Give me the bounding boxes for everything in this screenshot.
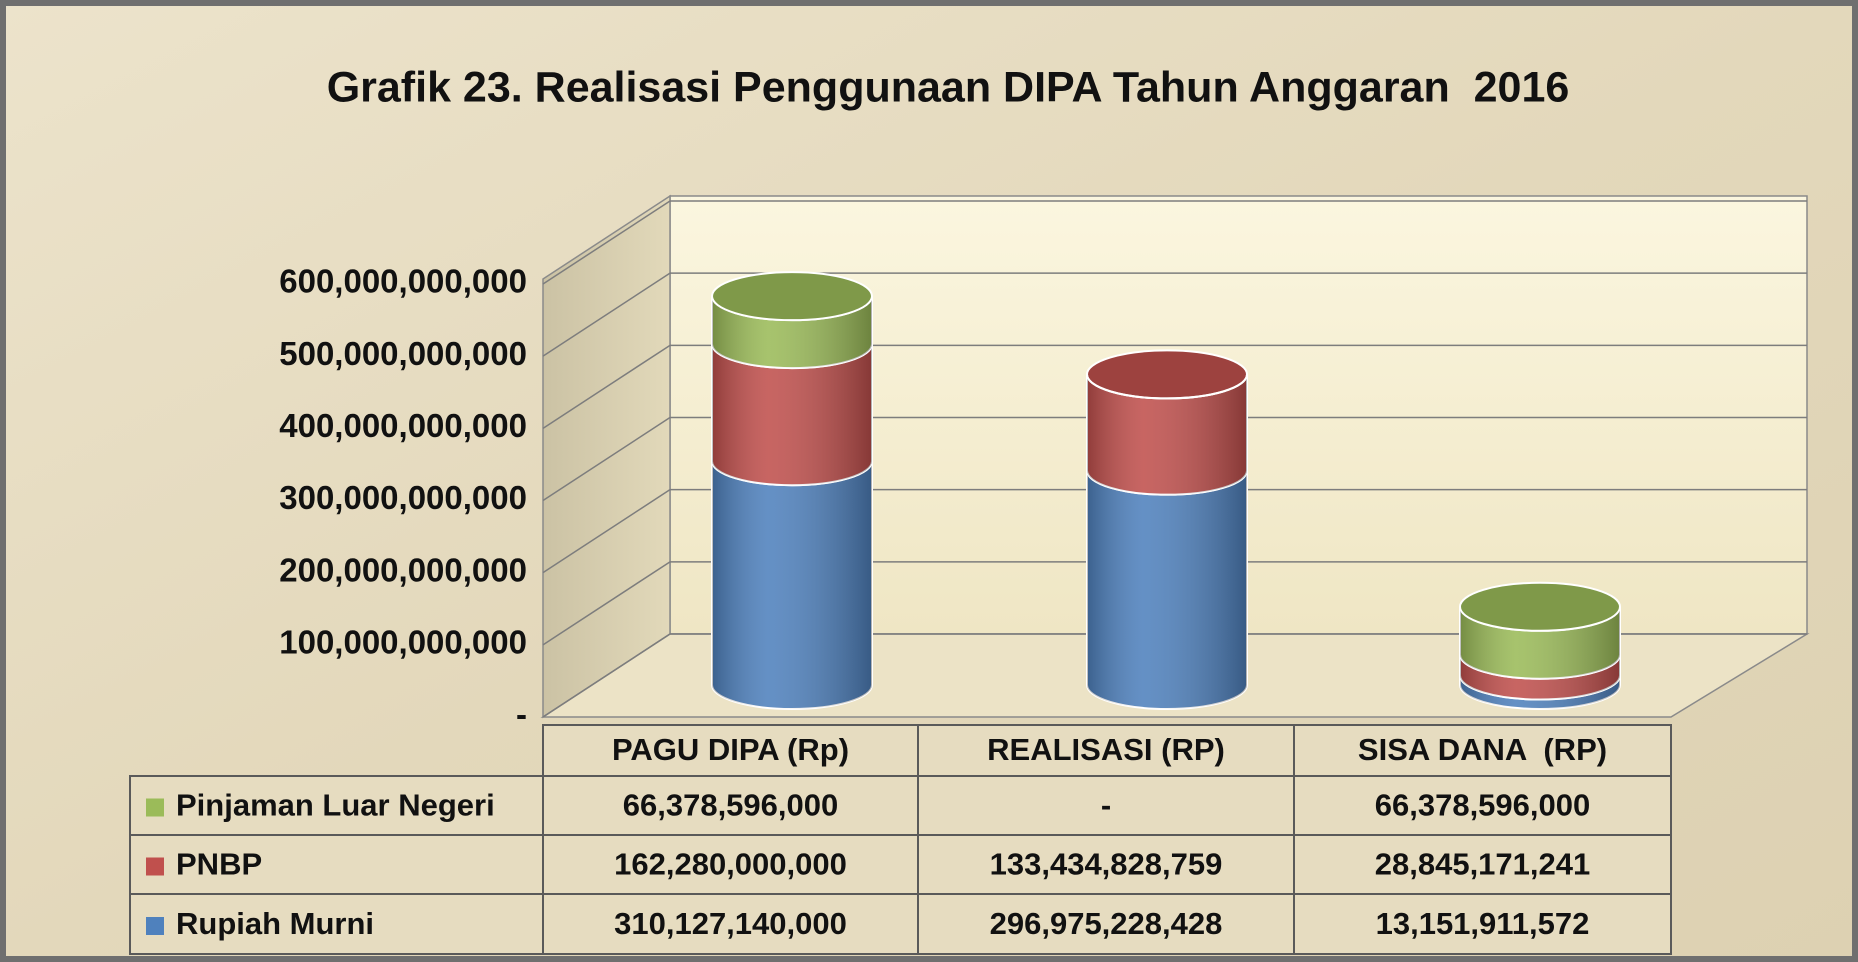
table-cell: 162,280,000,000 <box>614 847 847 882</box>
legend-swatch <box>146 798 164 817</box>
side-grid-line <box>542 561 671 646</box>
y-tick-label: 500,000,000,000 <box>279 335 527 372</box>
table-cell: 310,127,140,000 <box>614 906 847 941</box>
side-grid-line <box>542 200 671 285</box>
y-tick-label: 200,000,000,000 <box>279 551 527 588</box>
y-tick-label: 600,000,000,000 <box>279 263 527 300</box>
side-grid-line <box>542 416 671 502</box>
side-grid-line <box>542 344 671 429</box>
cylinder-top <box>1459 581 1621 632</box>
cylinder-top <box>711 271 873 322</box>
legend-label: Rupiah Murni <box>176 906 374 941</box>
side-wall <box>542 194 671 719</box>
table-body-bg <box>129 775 1672 955</box>
table-cell: 28,845,171,241 <box>1375 847 1591 882</box>
table-cell: 66,378,596,000 <box>1375 788 1591 823</box>
table-cell: 296,975,228,428 <box>990 906 1223 941</box>
legend-label: Pinjaman Luar Negeri <box>176 788 495 823</box>
cylinder-segment <box>711 461 873 710</box>
table-cell: 66,378,596,000 <box>623 788 839 823</box>
side-grid-line <box>542 489 671 574</box>
y-tick-label: 100,000,000,000 <box>279 624 527 661</box>
y-tick-label: - <box>516 696 527 733</box>
table-cell: - <box>1101 788 1111 823</box>
chart-title: Grafik 23. Realisasi Penggunaan DIPA Tah… <box>327 63 1570 111</box>
legend-swatch <box>146 917 164 935</box>
side-grid-line <box>542 633 671 718</box>
y-tick-label: 300,000,000,000 <box>279 479 527 516</box>
legend-swatch <box>146 857 164 876</box>
side-grid-line <box>542 272 671 357</box>
table-header: PAGU DIPA (Rp) <box>612 732 849 767</box>
table-cell: 13,151,911,572 <box>1376 906 1590 941</box>
legend-label: PNBP <box>176 847 262 882</box>
y-tick-label: 400,000,000,000 <box>279 407 527 444</box>
table-header: REALISASI (RP) <box>987 732 1225 767</box>
cylinder-segment <box>1086 470 1248 710</box>
table-cell: 133,434,828,759 <box>990 847 1223 882</box>
table-header: SISA DANA (RP) <box>1358 732 1607 767</box>
